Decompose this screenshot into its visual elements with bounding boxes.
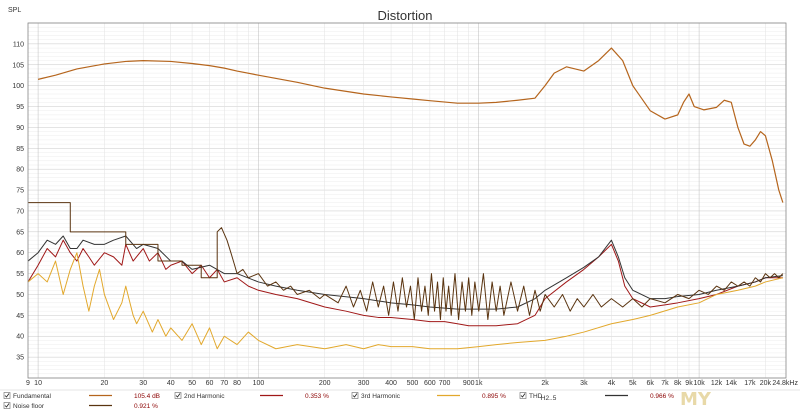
legend-sublabel: H2..5 bbox=[541, 395, 557, 402]
series-line bbox=[37, 47, 784, 203]
legend-value: 0.921 % bbox=[134, 403, 158, 410]
check-icon bbox=[520, 393, 526, 398]
x-tick-label: 70 bbox=[220, 380, 228, 387]
series-line bbox=[27, 235, 783, 310]
legend-item[interactable]: Fundamental 105.4 dB bbox=[3, 392, 160, 401]
legend-label: THD bbox=[529, 393, 543, 400]
x-tick-label: 700 bbox=[439, 380, 451, 387]
x-tick-label: 9 bbox=[26, 380, 30, 387]
x-tick-label: 500 bbox=[407, 380, 419, 387]
x-tick-label: 50 bbox=[188, 380, 196, 387]
x-tick-label: 17k bbox=[744, 380, 756, 387]
legend-value: 0.966 % bbox=[650, 393, 674, 400]
legend-checkbox[interactable] bbox=[519, 392, 527, 399]
legend-checkbox[interactable] bbox=[351, 392, 359, 399]
legend-checkbox[interactable] bbox=[3, 392, 11, 399]
y-tick-label: 60 bbox=[16, 250, 24, 257]
x-tick-label: 200 bbox=[319, 380, 331, 387]
y-tick-label: 65 bbox=[16, 229, 24, 236]
legend-checkbox[interactable] bbox=[3, 402, 11, 409]
x-tick-label: 600 bbox=[424, 380, 436, 387]
x-tick-label: 900 bbox=[463, 380, 475, 387]
x-tick-label: 100 bbox=[253, 380, 265, 387]
x-tick-label: 14k bbox=[726, 380, 738, 387]
y-tick-label: 40 bbox=[16, 334, 24, 341]
y-tick-label: 35 bbox=[16, 355, 24, 362]
series-line bbox=[27, 252, 783, 350]
x-tick-label: 400 bbox=[385, 380, 397, 387]
x-tick-label: 30 bbox=[139, 380, 147, 387]
legend-value: 105.4 dB bbox=[134, 393, 160, 400]
legend-label: Fundamental bbox=[13, 393, 51, 400]
check-icon bbox=[175, 393, 181, 398]
y-tick-labels: 35 40 45 50 55 60 65 70 75 80 85 90 95 100 105 110 bbox=[12, 41, 24, 361]
y-tick-label: 110 bbox=[13, 41, 24, 48]
check-icon bbox=[4, 403, 10, 408]
series-line bbox=[27, 239, 783, 327]
x-tick-label: 10 bbox=[34, 380, 42, 387]
x-tick-label: 12k bbox=[711, 380, 723, 387]
y-tick-label: 75 bbox=[16, 188, 24, 195]
y-tick-label: 85 bbox=[16, 146, 24, 153]
plot-frame bbox=[27, 22, 787, 379]
watermark: MY bbox=[680, 389, 712, 410]
check-icon bbox=[4, 393, 10, 398]
legend-item[interactable]: 2nd Harmonic 0.353 % bbox=[174, 392, 329, 401]
x-tick-label: 20k bbox=[760, 380, 772, 387]
check-icon bbox=[352, 393, 358, 398]
legend-value: 0.353 % bbox=[305, 393, 329, 400]
y-tick-label: 50 bbox=[16, 292, 24, 299]
y-axis-label: SPL bbox=[8, 7, 21, 14]
y-tick-label: 70 bbox=[16, 208, 24, 215]
x-tick-label: 5k bbox=[629, 380, 637, 387]
x-tick-labels: 9 10 20 30 40 50 60 70 80 100 200 300 400 500 600 700 90… bbox=[26, 380, 798, 387]
x-tick-label: 4k bbox=[608, 380, 616, 387]
x-tick-label: 1k bbox=[475, 380, 483, 387]
legend-label: Noise floor bbox=[13, 403, 45, 410]
x-tick-label: 3k bbox=[580, 380, 588, 387]
series-line bbox=[28, 202, 784, 321]
x-tick-label: 80 bbox=[233, 380, 241, 387]
x-tick-label: 8k bbox=[674, 380, 682, 387]
legend-item[interactable]: 3rd Harmonic 0.895 % bbox=[351, 392, 506, 401]
legend-value: 0.895 % bbox=[482, 393, 506, 400]
y-tick-label: 100 bbox=[12, 83, 24, 90]
legend: Fundamental 105.4 dB 2nd Harmonic 0.353 % 3r… bbox=[3, 392, 674, 411]
legend-label: 3rd Harmonic bbox=[361, 393, 401, 400]
y-tick-label: 80 bbox=[16, 167, 24, 174]
plot-area bbox=[27, 47, 784, 350]
x-tick-label: 9k bbox=[685, 380, 693, 387]
legend-label: 2nd Harmonic bbox=[184, 393, 225, 400]
y-tick-label: 45 bbox=[16, 313, 24, 320]
y-tick-label: 105 bbox=[12, 62, 24, 69]
x-tick-label: 10k bbox=[693, 380, 705, 387]
x-tick-label: 60 bbox=[206, 380, 214, 387]
legend-checkbox[interactable] bbox=[174, 392, 182, 399]
chart-title: Distortion bbox=[378, 8, 433, 23]
x-tick-label: 6k bbox=[647, 380, 655, 387]
x-tick-label: 20 bbox=[101, 380, 109, 387]
x-tick-label: 40 bbox=[167, 380, 175, 387]
x-tick-label: 24.8kHz bbox=[772, 380, 798, 387]
x-tick-label: 300 bbox=[358, 380, 370, 387]
y-tick-label: 55 bbox=[16, 271, 24, 278]
x-tick-label: 2k bbox=[541, 380, 549, 387]
y-tick-label: 95 bbox=[16, 104, 24, 111]
x-tick-label: 7k bbox=[661, 380, 669, 387]
y-tick-label: 90 bbox=[16, 125, 24, 132]
legend-item[interactable]: Noise floor 0.921 % bbox=[3, 402, 158, 411]
